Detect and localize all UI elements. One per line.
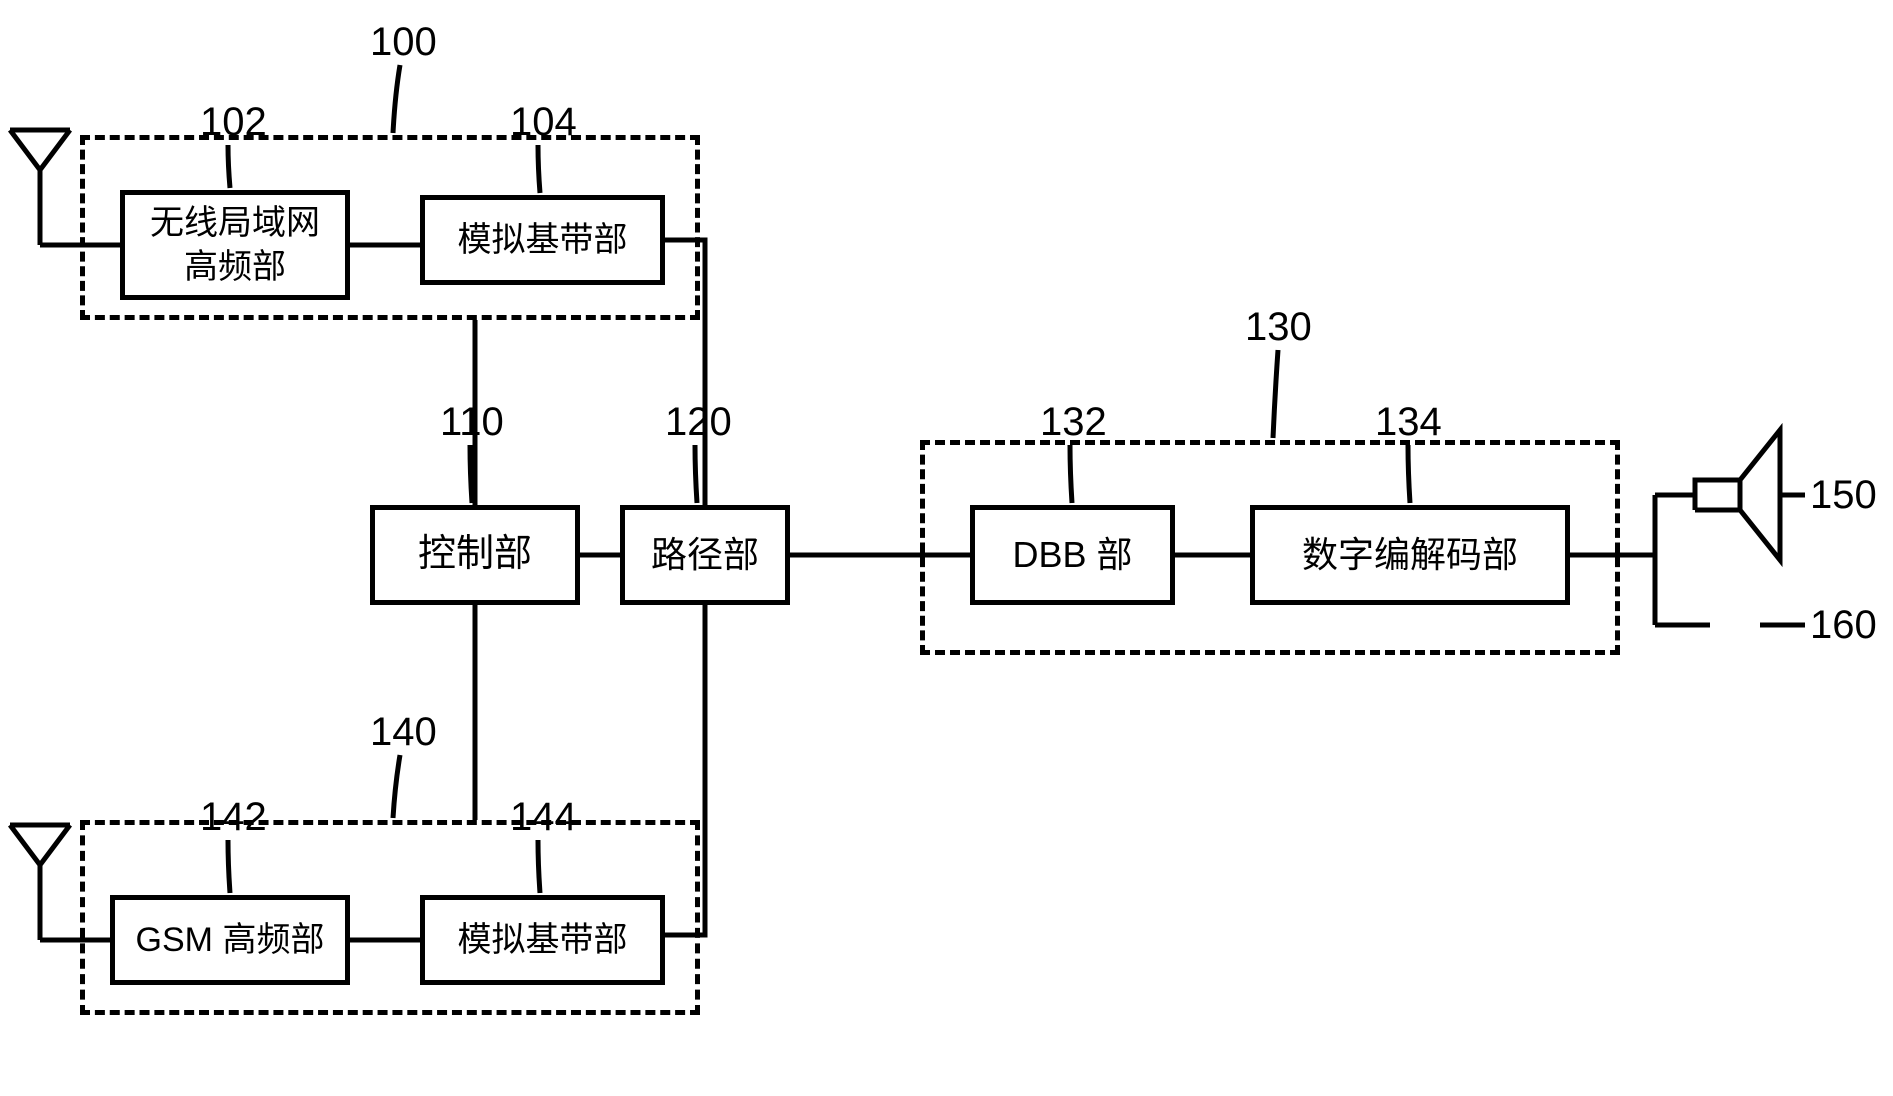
path-box: 路径部: [620, 505, 790, 605]
ref-120: 120: [665, 400, 732, 445]
dbb-label: DBB 部: [1012, 532, 1132, 579]
ref-100: 100: [370, 20, 437, 65]
gsm-abb-box: 模拟基带部: [420, 895, 665, 985]
ref-130: 130: [1245, 305, 1312, 350]
wlan-rf-label: 无线局域网 高频部: [150, 201, 320, 289]
ref-140: 140: [370, 710, 437, 755]
gsm-rf-box: GSM 高频部: [110, 895, 350, 985]
ref-144: 144: [510, 795, 577, 840]
ref-134: 134: [1375, 400, 1442, 445]
ref-142: 142: [200, 795, 267, 840]
speaker-icon: [1695, 430, 1780, 560]
wlan-abb-box: 模拟基带部: [420, 195, 665, 285]
controller-label: 控制部: [418, 530, 532, 579]
codec-label: 数字编解码部: [1302, 532, 1518, 579]
mic-icon: [1710, 600, 1760, 650]
ref-104: 104: [510, 100, 577, 145]
ref-102: 102: [200, 100, 267, 145]
ref-110: 110: [440, 400, 504, 445]
gsm-rf-label: GSM 高频部: [136, 918, 325, 962]
codec-box: 数字编解码部: [1250, 505, 1570, 605]
wlan-abb-label: 模拟基带部: [458, 218, 628, 262]
ref-150: 150: [1810, 473, 1877, 518]
ref-132: 132: [1040, 400, 1107, 445]
path-label: 路径部: [651, 532, 759, 579]
wlan-rf-box: 无线局域网 高频部: [120, 190, 350, 300]
controller-box: 控制部: [370, 505, 580, 605]
ref-160: 160: [1810, 603, 1877, 648]
gsm-abb-label: 模拟基带部: [458, 918, 628, 962]
block-diagram: 无线局域网 高频部 模拟基带部 控制部 路径部 DBB 部 数字编解码部 GSM…: [0, 0, 1893, 1096]
dbb-box: DBB 部: [970, 505, 1175, 605]
